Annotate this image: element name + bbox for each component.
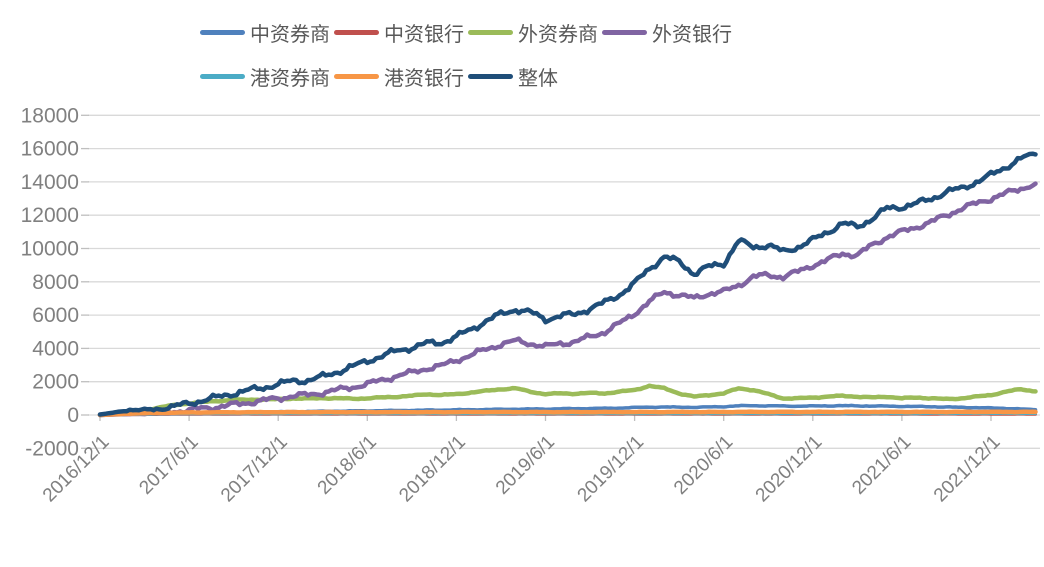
legend-item: 中资银行 [334,18,464,47]
legend-line-swatch-icon [602,29,647,35]
legend-item: 港资银行 [334,62,464,91]
legend-row: 港资券商 港资银行 整体 [200,54,1020,98]
y-axis-label: 12000 [21,204,79,227]
x-axis-label: 2017/12/1 [217,432,292,507]
legend-item: 整体 [468,62,558,91]
legend-label: 港资券商 [250,67,330,90]
legend-line-swatch-icon [200,29,245,35]
x-axis-label: 2021/6/1 [848,432,915,499]
legend-item: 港资券商 [200,62,330,91]
x-axis-label: 2019/6/1 [492,432,559,499]
y-axis-label: 2000 [32,371,79,394]
x-axis-label: 2019/12/1 [574,432,649,507]
legend-label: 外资银行 [652,23,732,46]
series-line-3 [97,181,1038,418]
legend-line-swatch-icon [334,73,379,79]
series-line-6 [97,151,1038,417]
x-axis-label: 2018/6/1 [314,432,381,499]
y-axis-label: -2000 [25,437,79,460]
legend-row: 中资券商 中资银行 外资券商 外资银行 [200,10,1020,54]
legend-label: 中资券商 [250,23,330,46]
x-axis-label: 2021/12/1 [930,432,1005,507]
y-axis-label: 8000 [32,271,79,294]
legend-item: 外资券商 [468,18,598,47]
y-axis-label: 16000 [21,138,79,161]
legend-line-swatch-icon [468,73,513,79]
x-axis-label: 2017/6/1 [135,432,202,499]
y-axis-label: 4000 [32,337,79,360]
legend-label: 整体 [518,67,558,90]
legend-item: 中资券商 [200,18,330,47]
legend-label: 港资银行 [384,67,464,90]
legend-line-swatch-icon [334,29,379,35]
legend-line-swatch-icon [200,73,245,79]
legend-label: 中资银行 [384,23,464,46]
chart-legend: 中资券商 中资银行 外资券商 外资银行港资券商 港资银行 整体 [200,10,1020,98]
legend-line-swatch-icon [468,29,513,35]
x-axis-label: 2018/12/1 [395,432,470,507]
y-axis-label: 0 [67,404,79,427]
legend-label: 外资券商 [518,23,598,46]
y-axis-label: 6000 [32,304,79,327]
x-axis-label: 2020/12/1 [752,432,827,507]
y-axis-label: 14000 [21,171,79,194]
legend-item: 外资银行 [602,18,732,47]
y-axis-label: 18000 [21,104,79,127]
x-axis-label: 2020/6/1 [670,432,737,499]
y-axis-label: 10000 [21,238,79,261]
series-line-5 [97,409,1038,418]
